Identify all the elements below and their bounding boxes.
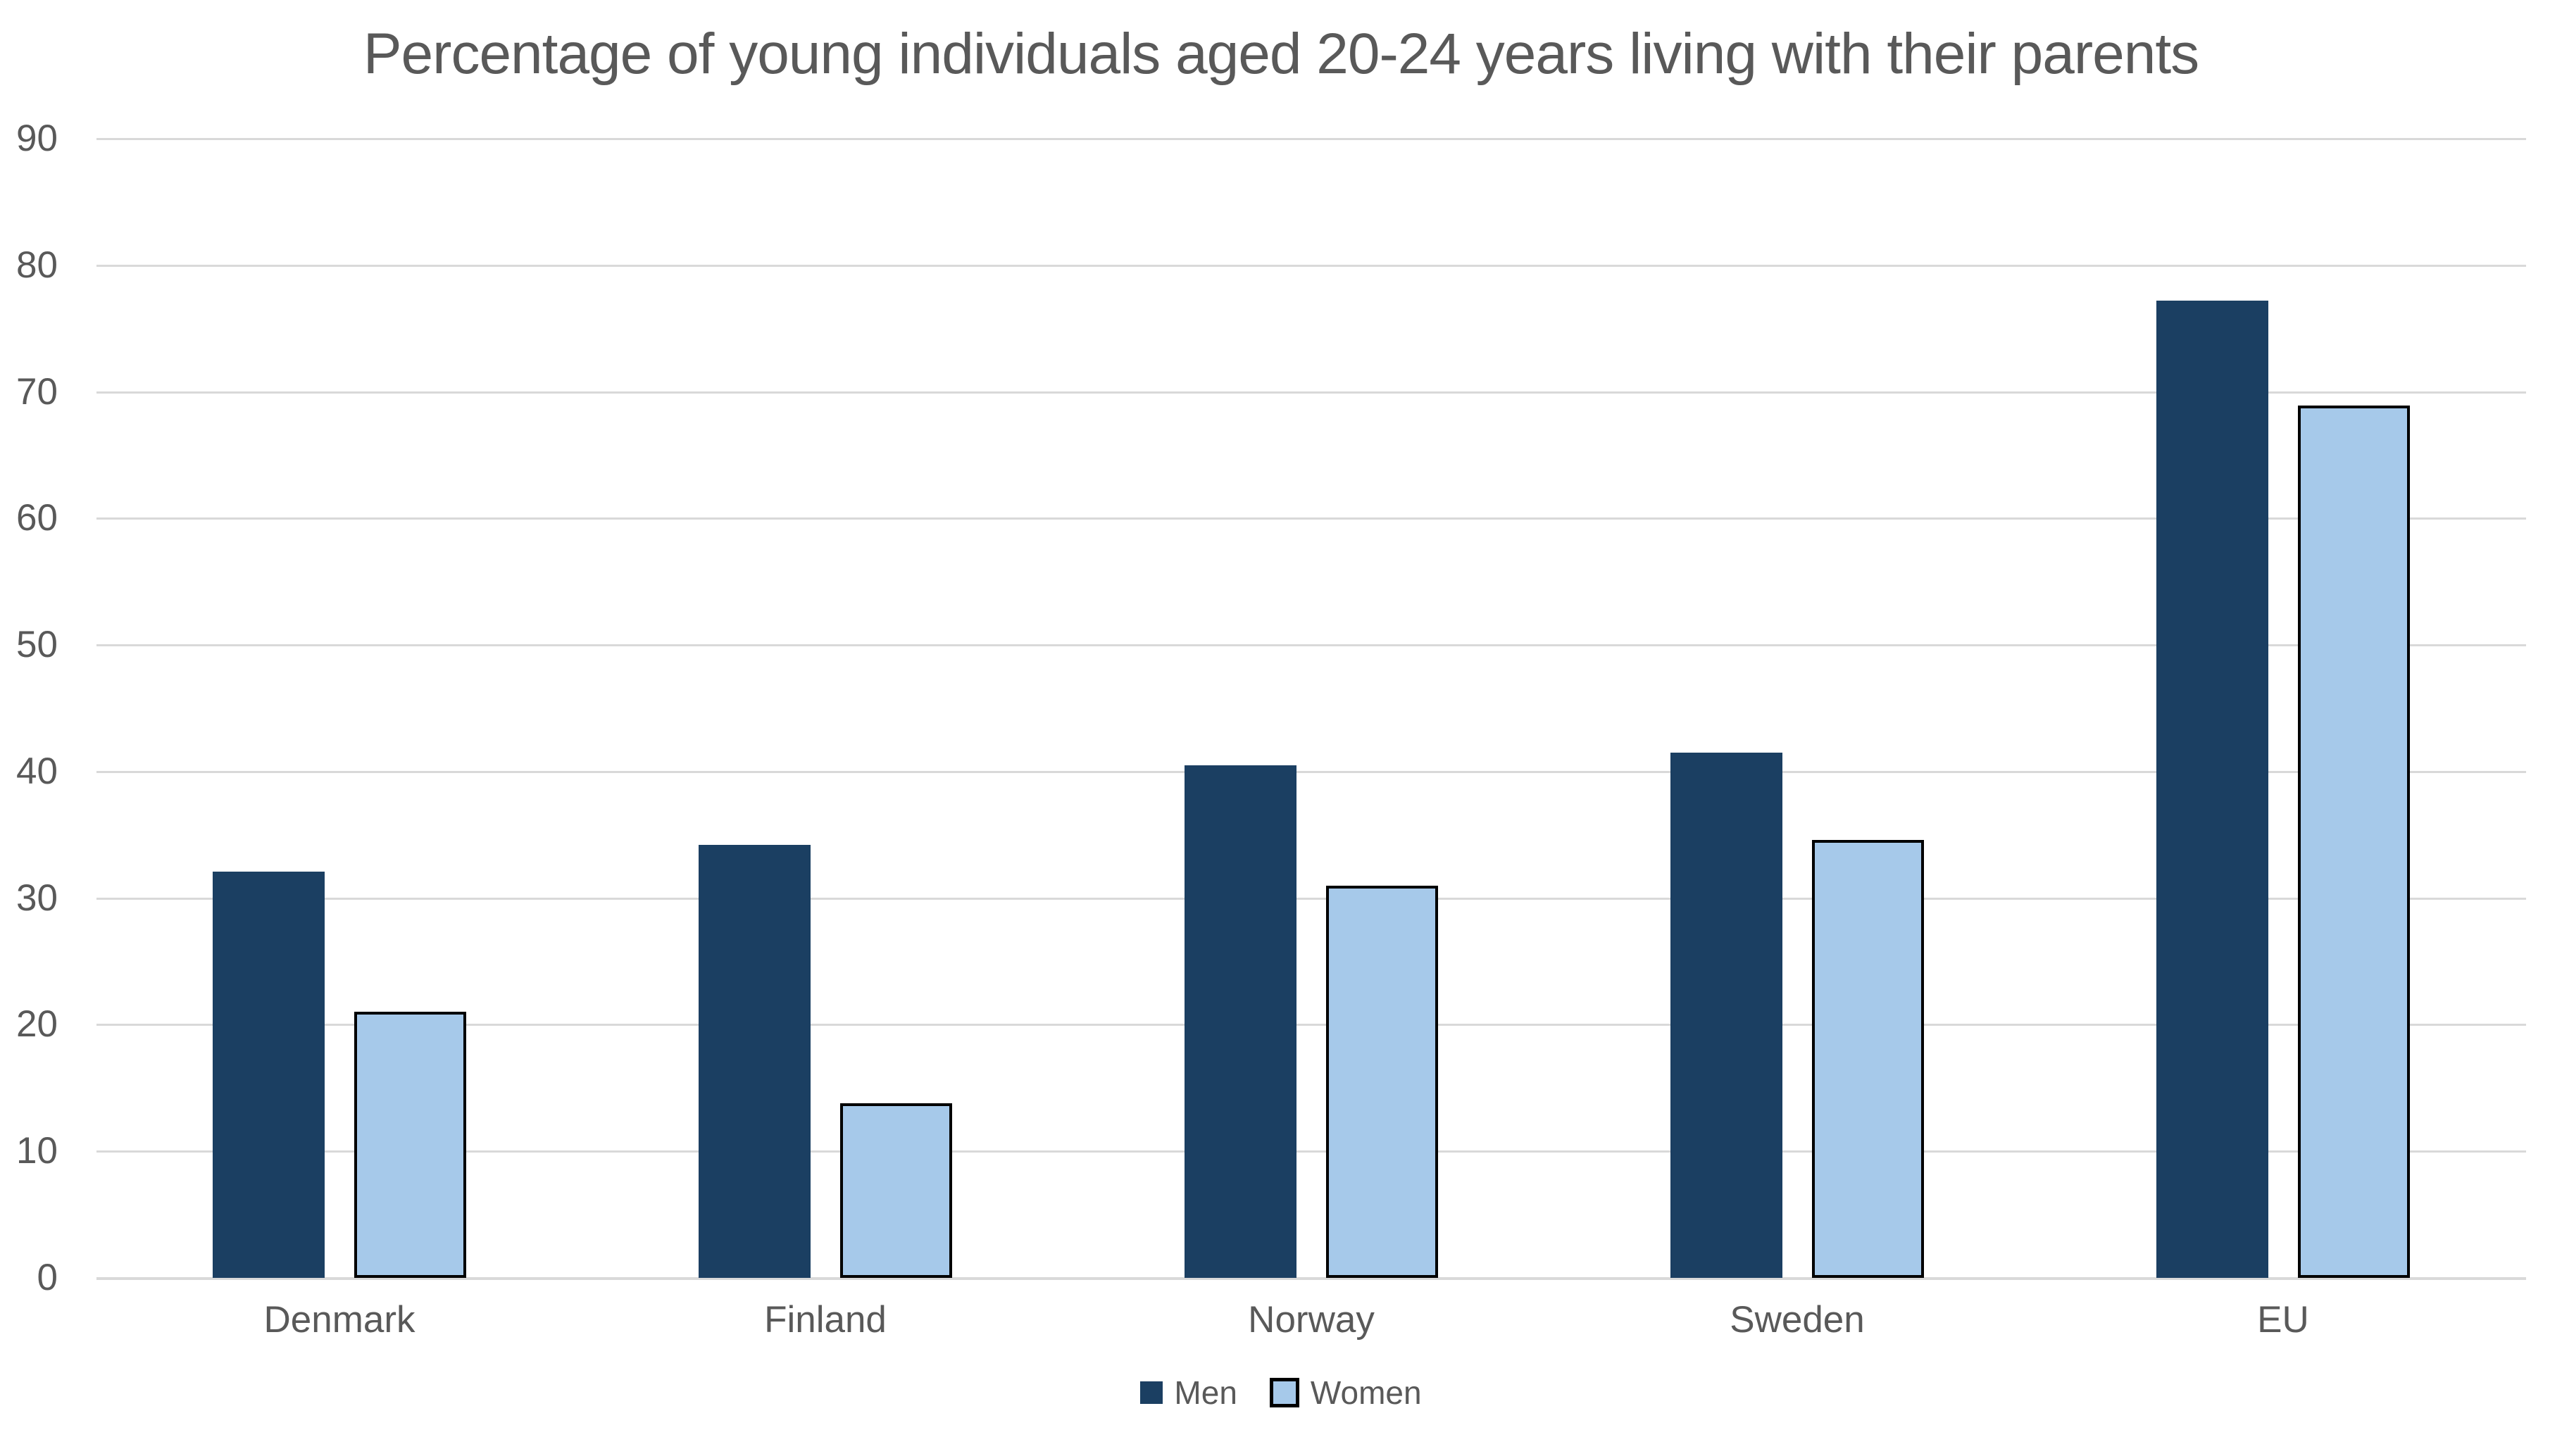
bar-men-sweden xyxy=(1670,752,1782,1278)
x-label-norway: Norway xyxy=(1248,1299,1375,1341)
y-tick-label-80: 80 xyxy=(16,244,58,286)
x-label-eu: EU xyxy=(2257,1299,2309,1341)
chart-title: Percentage of young individuals aged 20-… xyxy=(363,22,2199,86)
bar-women-eu xyxy=(2298,406,2410,1278)
bar-women-finland xyxy=(840,1103,952,1278)
gridline-90 xyxy=(96,138,2526,140)
y-tick-label-0: 0 xyxy=(37,1257,58,1298)
y-tick-label-40: 40 xyxy=(16,750,58,792)
legend-swatch-women xyxy=(1269,1378,1299,1407)
bar-men-norway xyxy=(1185,765,1296,1278)
gridline-40 xyxy=(96,770,2526,773)
gridline-60 xyxy=(96,517,2526,520)
y-tick-label-90: 90 xyxy=(16,118,58,159)
legend: Men Women xyxy=(0,1376,2562,1409)
legend-label-women: Women xyxy=(1310,1374,1422,1411)
y-tick-label-30: 30 xyxy=(16,877,58,919)
gridline-50 xyxy=(96,644,2526,647)
gridline-0 xyxy=(96,1277,2526,1280)
bar-men-finland xyxy=(699,845,811,1278)
x-label-finland: Finland xyxy=(764,1299,887,1341)
bar-women-norway xyxy=(1326,885,1438,1278)
plot-area: Denmark Finland Norway Sweden EU xyxy=(96,138,2526,1341)
legend-item-women: Women xyxy=(1269,1374,1422,1411)
bar-women-sweden xyxy=(1812,839,1924,1278)
y-tick-label-10: 10 xyxy=(16,1130,58,1172)
gridline-80 xyxy=(96,264,2526,267)
y-tick-label-20: 20 xyxy=(16,1003,58,1046)
y-tick-label-50: 50 xyxy=(16,624,58,666)
gridline-10 xyxy=(96,1150,2526,1153)
y-tick-label-60: 60 xyxy=(16,497,58,539)
y-tick-label-70: 70 xyxy=(16,370,58,413)
gridline-30 xyxy=(96,897,2526,900)
gridline-20 xyxy=(96,1024,2526,1027)
x-label-sweden: Sweden xyxy=(1730,1299,1865,1341)
x-label-denmark: Denmark xyxy=(263,1299,415,1341)
bar-men-eu xyxy=(2156,301,2268,1278)
bar-women-denmark xyxy=(354,1012,466,1278)
gridline-70 xyxy=(96,391,2526,394)
legend-swatch-men xyxy=(1140,1381,1163,1404)
bar-men-denmark xyxy=(213,871,325,1278)
legend-item-men: Men xyxy=(1140,1376,1237,1409)
legend-label-men: Men xyxy=(1174,1374,1237,1411)
